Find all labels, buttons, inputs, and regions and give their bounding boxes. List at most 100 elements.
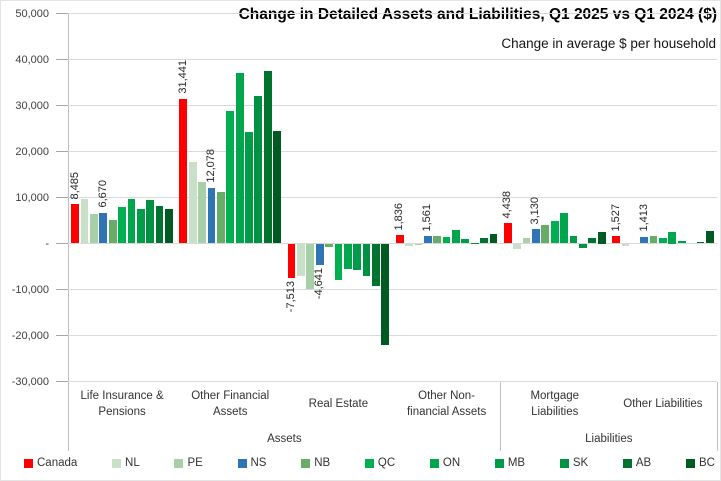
bar-SK [578,243,587,248]
tick-mark [56,105,68,106]
legend-label: PE [187,457,203,469]
axis-group-label: Assets [267,433,302,445]
axis-group-label: Liabilities [585,433,633,445]
bar-NL [405,243,413,246]
gridline [68,289,717,290]
legend-label: MB [507,457,526,469]
tick-mark [56,289,68,290]
bar-ON [235,72,244,244]
bar-data-label: 8,485 [68,171,81,200]
category-label: Mortgage Liabilities [530,390,580,418]
gridline [68,335,717,336]
legend-item-NB: NB [301,457,330,469]
legend: Canada NL PE NS NB QC ON MB SK AB BC [24,454,715,472]
legend-label: BC [698,457,715,469]
bar-data-label: -4,641 [313,267,326,300]
legend-label: NB [314,457,331,469]
gridline [68,13,717,14]
bar-PE [414,243,423,246]
bar-BC [165,209,173,244]
legend-swatch [301,458,311,468]
category-label: Other Non- financial Assets [406,390,487,418]
bar-ON [127,198,136,244]
gridline [68,243,717,244]
legend-swatch [622,458,632,468]
legend-label: AB [635,457,652,469]
legend-label: NL [125,457,140,469]
bar-NB [216,192,225,244]
gridline [68,151,717,152]
y-tick-label: -20,000 [11,329,49,342]
bar-AB [696,241,705,244]
bar-data-label: 1,413 [637,204,650,233]
tick-mark [56,335,68,336]
bar-Canada [503,223,512,244]
bar-data-label: 12,078 [204,149,217,183]
legend-item-QC: QC [364,457,396,469]
bar-MB [461,239,470,244]
bar-BC [597,232,606,244]
category-axis-divider [716,381,718,451]
bar-QC [226,111,235,244]
category-axis-divider [67,381,69,451]
gridline [68,197,717,198]
bar-data-label: 31,441 [176,60,189,94]
bar-SK [146,200,155,244]
chart-title: Change in Detailed Assets and Liabilitie… [238,6,717,23]
bar-data-label: -7,513 [285,281,298,313]
bar-MB [677,240,686,244]
bar-NB [108,220,117,244]
bar-Canada [71,204,80,244]
legend-item-MB: MB [494,457,526,469]
category-label: Real Estate [308,398,369,411]
bar-Canada [612,236,620,244]
bar-PE [198,182,206,244]
bar-NB [541,224,550,244]
bar-ON [668,232,677,244]
legend-label: QC [377,457,396,469]
bar-AB [155,206,164,244]
legend-item-BC: BC [685,457,715,469]
legend-swatch [429,458,439,468]
y-tick-label: 10,000 [15,191,49,204]
bar-NL [297,243,305,277]
tick-mark [56,381,68,382]
bar-BC [381,243,390,345]
bar-ON [343,243,352,269]
legend-item-Canada: Canada [24,457,77,469]
legend-item-NL: NL [112,457,140,469]
bar-NS [640,237,649,244]
legend-item-SK: SK [559,457,589,469]
bar-data-label: 4,438 [501,190,514,219]
bar-NB [325,243,333,248]
bar-SK [254,95,263,244]
bar-NL [188,161,197,244]
bar-data-label: 3,130 [529,196,542,225]
bar-NS [207,187,216,244]
bar-PE [522,237,531,244]
tick-mark [56,151,68,152]
legend-swatch [494,458,504,468]
gridline [68,381,717,382]
bar-ON [560,212,568,244]
category-label: Life Insurance & Pensions [80,390,164,418]
bar-NL [513,243,522,250]
legend-item-NS: NS [237,457,266,469]
bar-AB [480,237,488,244]
bar-BC [273,131,282,244]
y-tick-label: 50,000 [15,7,49,20]
bar-Canada [287,243,296,279]
legend-swatch [24,458,33,468]
bar-PE [90,214,98,244]
bar-QC [118,206,126,244]
legend-label: SK [572,457,589,469]
legend-label: ON [442,457,461,469]
bar-AB [588,237,597,244]
bar-QC [659,238,667,244]
legend-swatch [685,458,695,468]
bar-MB [569,235,578,244]
legend-item-AB: AB [622,457,652,469]
bar-ON [452,230,460,244]
bar-NL [80,199,89,244]
bar-BC [705,231,714,244]
